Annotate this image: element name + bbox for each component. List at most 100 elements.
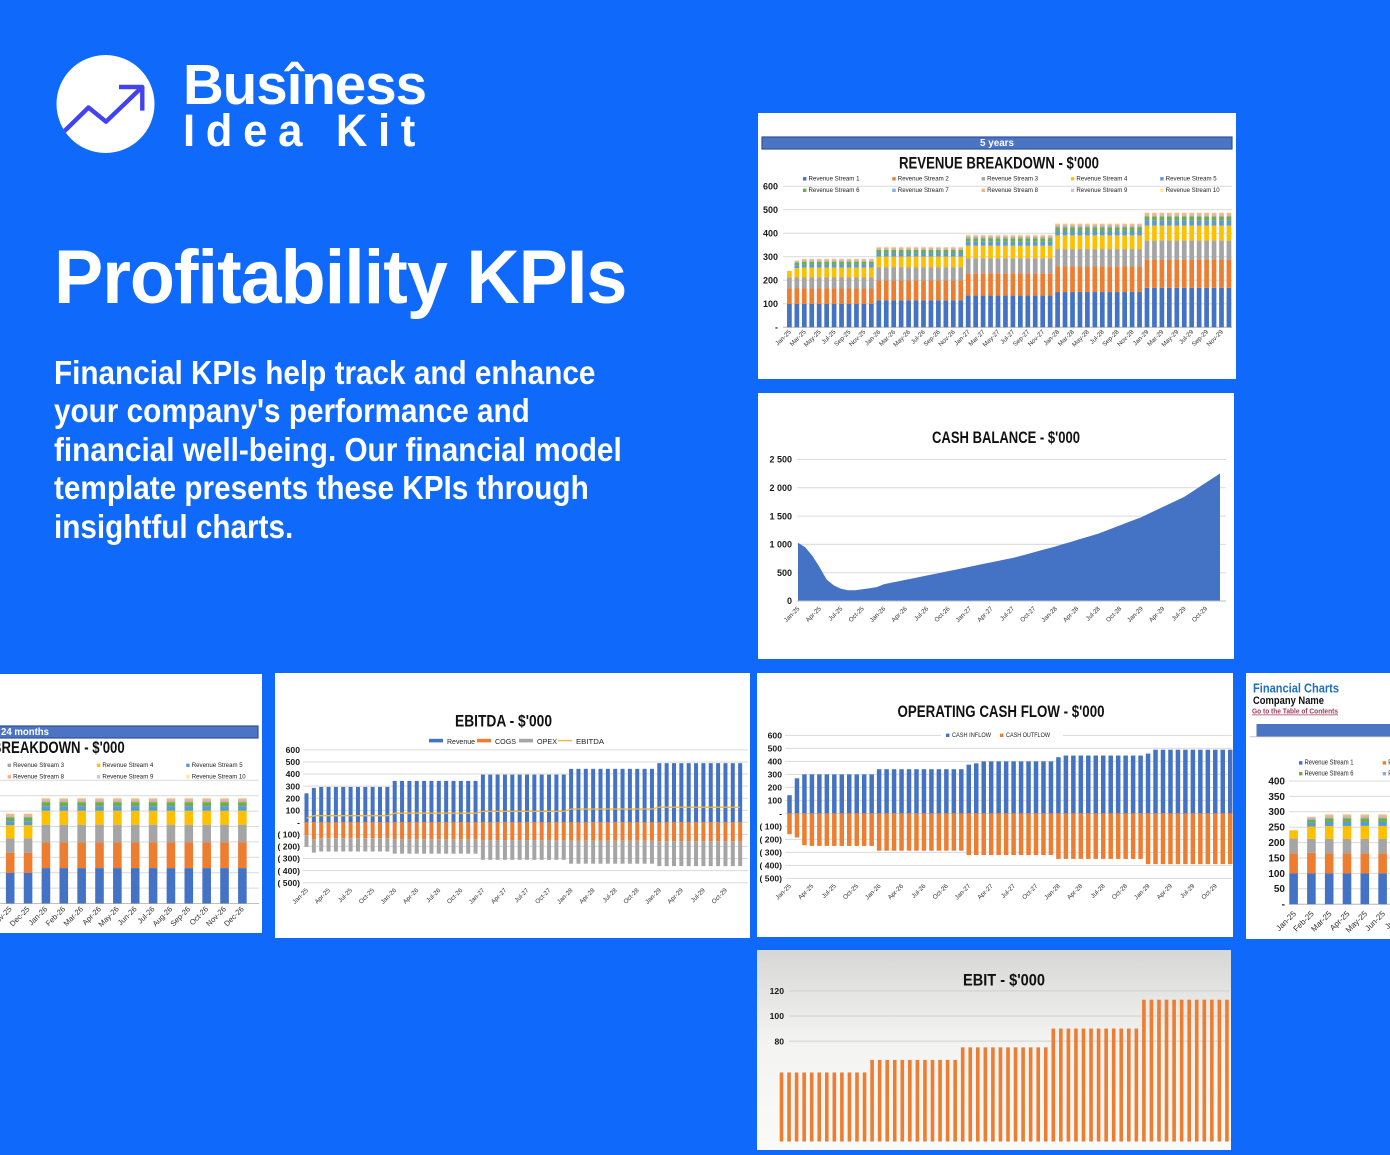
svg-text:Jul-27: Jul-27 bbox=[1000, 883, 1017, 900]
svg-text:( 300): ( 300) bbox=[278, 854, 301, 864]
svg-text:400: 400 bbox=[768, 757, 783, 767]
svg-text:Revenue Stream 4: Revenue Stream 4 bbox=[1076, 176, 1127, 183]
svg-text:Nov-27: Nov-27 bbox=[1027, 328, 1047, 348]
svg-text:Jul-29: Jul-29 bbox=[1179, 883, 1196, 900]
svg-text:Oct-26: Oct-26 bbox=[931, 883, 950, 902]
svg-text:Jul-28: Jul-28 bbox=[602, 887, 619, 904]
svg-text:500: 500 bbox=[763, 205, 778, 215]
svg-text:Oct-29: Oct-29 bbox=[1191, 605, 1210, 624]
svg-text:Nov-28: Nov-28 bbox=[1116, 328, 1136, 348]
svg-text:Oct-27: Oct-27 bbox=[1021, 883, 1040, 902]
svg-text:Apr-26: Apr-26 bbox=[402, 887, 421, 906]
svg-text:Jul-26: Jul-26 bbox=[910, 883, 927, 900]
svg-text:( 200): ( 200) bbox=[760, 835, 783, 845]
svg-text:Sep-26: Sep-26 bbox=[169, 905, 193, 929]
svg-text:-: - bbox=[297, 818, 300, 828]
svg-text:Apr-27: Apr-27 bbox=[976, 605, 995, 624]
svg-text:Jun-26: Jun-26 bbox=[116, 905, 139, 928]
svg-text:Jul-26: Jul-26 bbox=[913, 605, 930, 622]
svg-text:100: 100 bbox=[1268, 869, 1285, 880]
svg-text:1 500: 1 500 bbox=[769, 511, 792, 521]
svg-text:300: 300 bbox=[1268, 807, 1285, 818]
svg-text:Apr-25: Apr-25 bbox=[805, 605, 824, 624]
svg-text:200: 200 bbox=[763, 275, 778, 285]
svg-text:Jul-25: Jul-25 bbox=[337, 887, 354, 904]
svg-text:500: 500 bbox=[777, 568, 792, 578]
svg-text:Nov-26: Nov-26 bbox=[937, 328, 957, 348]
svg-text:Jan-29: Jan-29 bbox=[1133, 883, 1152, 902]
svg-text:50: 50 bbox=[1274, 884, 1286, 895]
svg-text:Company Name: Company Name bbox=[1253, 695, 1324, 707]
svg-text:Oct-29: Oct-29 bbox=[710, 887, 729, 906]
svg-text:Jan-29: Jan-29 bbox=[644, 887, 663, 906]
svg-text:( 500): ( 500) bbox=[278, 878, 301, 888]
svg-text:Jul-25: Jul-25 bbox=[1383, 909, 1390, 931]
svg-text:Apr-29: Apr-29 bbox=[1148, 605, 1167, 624]
svg-text:Revenue Stream 8: Revenue Stream 8 bbox=[13, 774, 64, 781]
svg-text:Nov-29: Nov-29 bbox=[1206, 328, 1226, 348]
svg-text:Oct-25: Oct-25 bbox=[358, 887, 377, 906]
svg-text:Jul-29: Jul-29 bbox=[1171, 605, 1188, 622]
svg-text:Revenue Stream 5: Revenue Stream 5 bbox=[1166, 176, 1217, 183]
svg-text:Revenue Stream 6: Revenue Stream 6 bbox=[809, 187, 860, 194]
svg-text:Oct-26: Oct-26 bbox=[446, 887, 465, 906]
svg-text:Go to the Table of Contents: Go to the Table of Contents bbox=[1252, 707, 1338, 716]
svg-text:EBITDA: EBITDA bbox=[576, 739, 604, 746]
svg-text:Dec-25: Dec-25 bbox=[8, 905, 32, 929]
svg-text:Revenue Stream 5: Revenue Stream 5 bbox=[192, 762, 243, 769]
svg-text:May-25: May-25 bbox=[803, 328, 823, 348]
svg-text:Financial Charts: Financial Charts bbox=[1253, 681, 1339, 696]
svg-text:Revenue Stream 1: Revenue Stream 1 bbox=[809, 176, 860, 183]
svg-text:Jul-27: Jul-27 bbox=[513, 887, 530, 904]
svg-text:Jul-28: Jul-28 bbox=[1085, 605, 1102, 622]
svg-text:( 300): ( 300) bbox=[760, 848, 783, 858]
svg-text:Revenue Stream 6: Revenue Stream 6 bbox=[1305, 770, 1354, 777]
svg-text:Jan-25: Jan-25 bbox=[774, 883, 793, 902]
svg-text:( 100): ( 100) bbox=[760, 822, 783, 832]
svg-text:200: 200 bbox=[768, 783, 783, 793]
svg-text:Oct-28: Oct-28 bbox=[1105, 605, 1124, 624]
svg-text:350: 350 bbox=[1268, 792, 1285, 803]
svg-text:300: 300 bbox=[286, 781, 301, 791]
svg-text:Oct-26: Oct-26 bbox=[933, 605, 952, 624]
svg-text:EBITDA - $'000: EBITDA - $'000 bbox=[455, 712, 552, 730]
svg-text:May-29: May-29 bbox=[1160, 328, 1180, 348]
svg-text:5 years: 5 years bbox=[980, 138, 1014, 149]
svg-text:600: 600 bbox=[763, 181, 778, 191]
svg-text:Jul-26: Jul-26 bbox=[425, 887, 442, 904]
svg-text:24 months: 24 months bbox=[1, 727, 49, 738]
svg-text:100: 100 bbox=[770, 1011, 785, 1021]
svg-text:COGS: COGS bbox=[495, 739, 516, 746]
svg-text:Revenue Stream 3: Revenue Stream 3 bbox=[987, 176, 1038, 183]
svg-text:CASH OUTFLOW: CASH OUTFLOW bbox=[1006, 732, 1051, 739]
svg-text:May-26: May-26 bbox=[892, 328, 912, 348]
svg-text:Jan-27: Jan-27 bbox=[954, 883, 973, 902]
svg-text:( 200): ( 200) bbox=[278, 842, 301, 852]
svg-text:Jul-25: Jul-25 bbox=[821, 883, 838, 900]
svg-text:Oct-28: Oct-28 bbox=[1111, 883, 1130, 902]
svg-text:200: 200 bbox=[286, 793, 301, 803]
svg-text:Jan-25: Jan-25 bbox=[291, 887, 310, 906]
svg-text:Apr-26: Apr-26 bbox=[887, 883, 906, 902]
svg-text:CASH INFLOW: CASH INFLOW bbox=[952, 732, 992, 739]
svg-text:300: 300 bbox=[768, 770, 783, 780]
svg-text:Apr-29: Apr-29 bbox=[666, 887, 685, 906]
svg-text:120: 120 bbox=[770, 986, 785, 996]
svg-text:REVENUE BREAKDOWN - $'000: REVENUE BREAKDOWN - $'000 bbox=[899, 154, 1099, 172]
svg-text:Revenue Stream 7: Revenue Stream 7 bbox=[898, 187, 949, 194]
svg-text:Revenue Stream 10: Revenue Stream 10 bbox=[1166, 187, 1220, 194]
svg-text:2 500: 2 500 bbox=[769, 455, 792, 465]
svg-text:Apr-25: Apr-25 bbox=[314, 887, 333, 906]
svg-text:Jan-26: Jan-26 bbox=[864, 883, 883, 902]
svg-text:Jul-25: Jul-25 bbox=[827, 605, 844, 622]
svg-text:Oct-28: Oct-28 bbox=[622, 887, 641, 906]
svg-text:500: 500 bbox=[768, 744, 783, 754]
svg-text:300: 300 bbox=[763, 252, 778, 262]
svg-text:Jun-25: Jun-25 bbox=[1363, 909, 1387, 933]
svg-text:Revenue Stream 8: Revenue Stream 8 bbox=[987, 187, 1038, 194]
svg-text:Apr-26: Apr-26 bbox=[890, 605, 909, 624]
svg-text:REVENUE BREAKDOWN - $'000: REVENUE BREAKDOWN - $'000 bbox=[0, 739, 125, 757]
svg-text:600: 600 bbox=[286, 745, 301, 755]
svg-text:Jan-27: Jan-27 bbox=[468, 887, 487, 906]
svg-text:( 400): ( 400) bbox=[278, 866, 301, 876]
